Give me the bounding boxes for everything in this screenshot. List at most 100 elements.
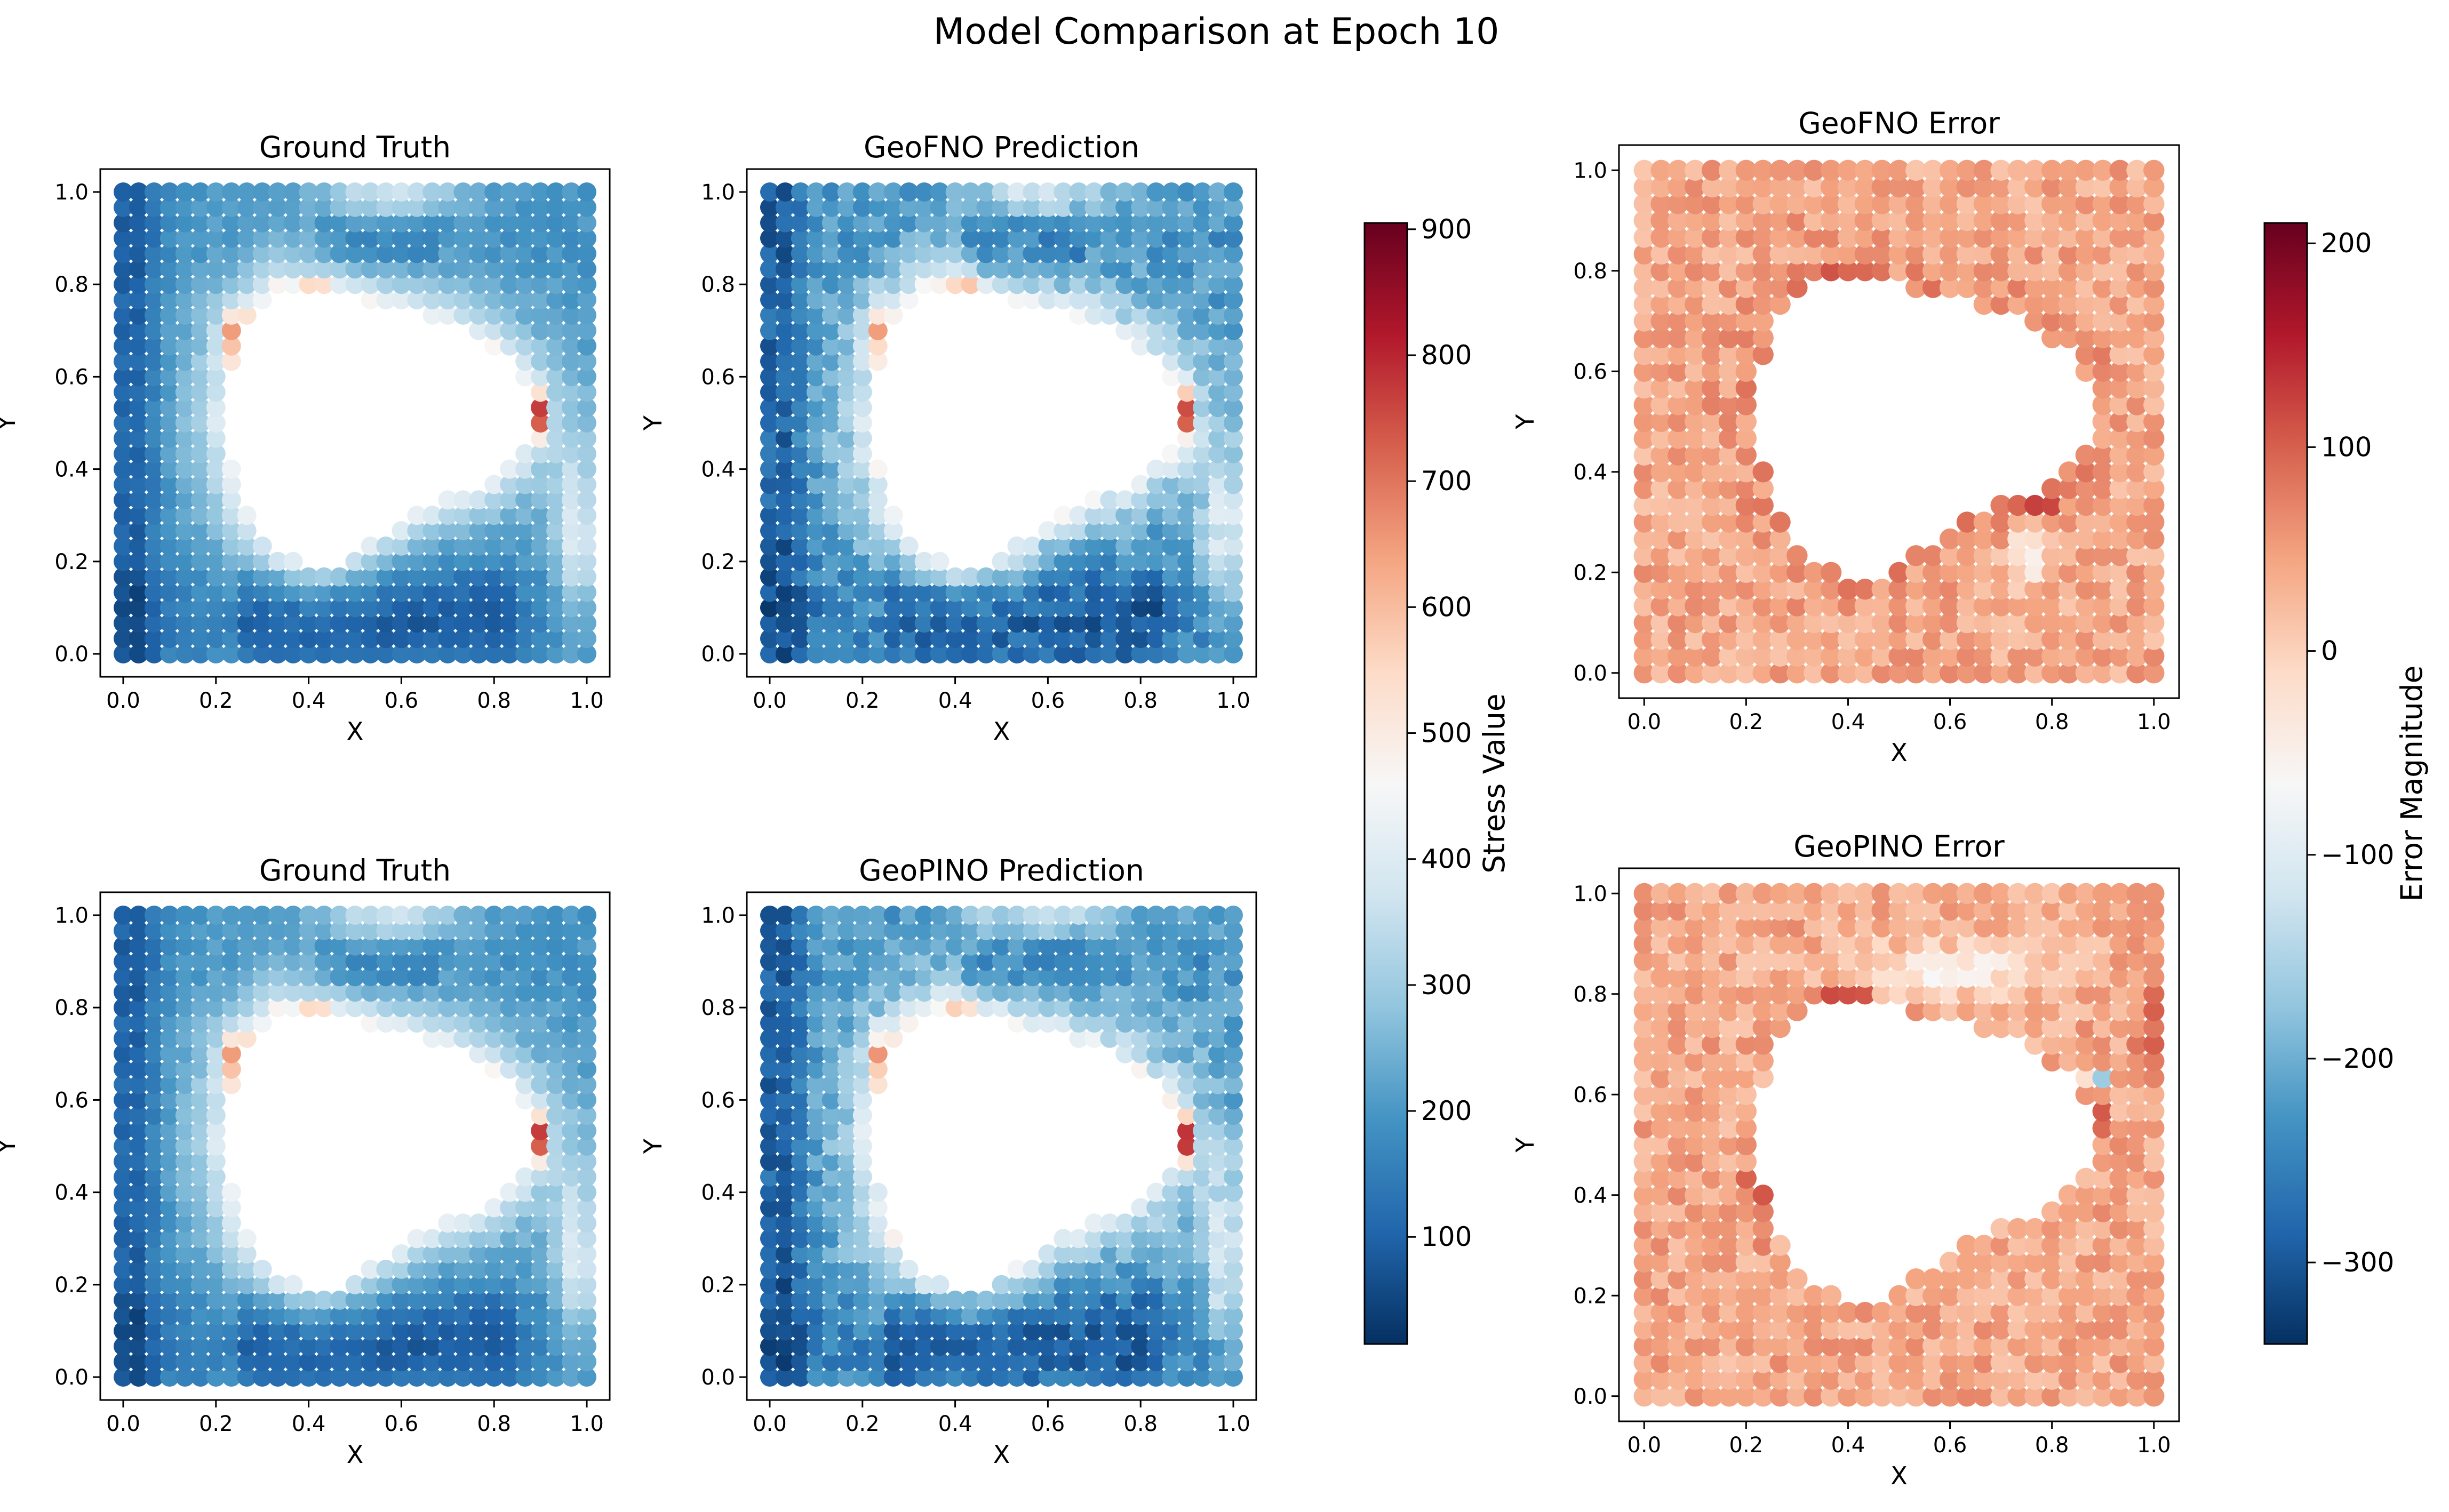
- scatter-point: [190, 998, 210, 1018]
- scatter-point: [1084, 305, 1104, 325]
- scatter-point: [852, 1352, 872, 1372]
- scatter-point: [515, 998, 535, 1018]
- scatter-point: [837, 951, 857, 971]
- scatter-point: [2143, 1101, 2165, 1122]
- scatter-point: [806, 567, 826, 587]
- scatter-point: [1668, 1000, 1689, 1021]
- scatter-point: [1702, 612, 1723, 634]
- scatter-point: [1769, 277, 1791, 298]
- scatter-point: [345, 998, 365, 1018]
- scatter-point: [1650, 1335, 1672, 1357]
- scatter-point: [1100, 1321, 1120, 1341]
- scatter-point: [1973, 1285, 1995, 1306]
- scatter-point: [1905, 562, 1927, 583]
- scatter-point: [2007, 1000, 2029, 1021]
- scatter-point: [159, 551, 179, 571]
- scatter-point: [2024, 545, 2046, 566]
- scatter-point: [930, 598, 950, 618]
- scatter-point: [1177, 197, 1197, 217]
- scatter-point: [1131, 1352, 1151, 1372]
- scatter-point: [1633, 260, 1655, 282]
- scatter-point: [2058, 1352, 2080, 1373]
- scatter-point: [190, 428, 210, 448]
- scatter-point: [546, 951, 566, 971]
- scatter-point: [1115, 1028, 1135, 1048]
- scatter-point: [531, 921, 551, 940]
- scatter-point: [2126, 378, 2148, 399]
- scatter-point: [2143, 1386, 2165, 1407]
- scatter-point: [775, 906, 795, 925]
- axes-frame: [746, 891, 1257, 1401]
- scatter-point: [837, 1337, 857, 1356]
- scatter-point: [2109, 966, 2131, 988]
- scatter-point: [1888, 1352, 1910, 1373]
- scatter-point: [376, 1306, 396, 1325]
- scatter-point: [314, 598, 334, 618]
- scatter-point: [531, 536, 551, 556]
- scatter-point: [1973, 629, 1995, 650]
- scatter-point: [221, 1290, 241, 1310]
- colorbar-gradient: [2264, 223, 2307, 1344]
- scatter-point: [531, 1259, 551, 1279]
- scatter-point: [221, 644, 241, 663]
- scatter-point: [500, 521, 520, 541]
- scatter-point: [500, 1213, 520, 1233]
- scatter-point: [1177, 428, 1197, 448]
- panel-geofno-prediction: 0.00.00.20.20.40.40.60.60.80.81.01.0GeoF…: [639, 130, 1257, 746]
- scatter-point: [1718, 1017, 1740, 1038]
- scatter-point: [577, 982, 596, 1002]
- scatter-point: [1668, 227, 1689, 248]
- scatter-point: [1702, 579, 1723, 600]
- scatter-point: [791, 1213, 810, 1233]
- scatter-point: [883, 1367, 903, 1387]
- scatter-point: [299, 998, 318, 1018]
- scatter-point: [422, 305, 442, 325]
- scatter-point: [1146, 490, 1166, 510]
- scatter-point: [1100, 951, 1120, 971]
- scatter-point: [2041, 966, 2063, 988]
- scatter-point: [1208, 582, 1228, 602]
- scatter-point: [852, 1321, 872, 1341]
- scatter-point: [1177, 521, 1197, 541]
- scatter-point: [1131, 1244, 1151, 1264]
- scatter-point: [299, 1306, 318, 1325]
- scatter-point: [1973, 545, 1995, 566]
- scatter-point: [1990, 528, 2012, 550]
- scatter-point: [159, 336, 179, 356]
- scatter-point: [190, 1306, 210, 1325]
- scatter-point: [1939, 629, 1961, 650]
- scatter-point: [469, 1028, 489, 1048]
- scatter-point: [1208, 1290, 1228, 1310]
- scatter-point: [1038, 613, 1058, 633]
- scatter-point: [2092, 1251, 2113, 1273]
- scatter-point: [2092, 916, 2113, 938]
- scatter-point: [868, 1259, 888, 1279]
- scatter-point: [237, 290, 257, 310]
- scatter-point: [775, 290, 795, 310]
- scatter-point: [314, 259, 334, 279]
- scatter-point: [976, 582, 996, 602]
- scatter-point: [299, 906, 318, 925]
- scatter-point: [500, 1321, 520, 1341]
- scatter-point: [1718, 545, 1740, 566]
- scatter-point: [299, 598, 318, 618]
- scatter-point: [1224, 490, 1243, 510]
- scatter-point: [1804, 243, 1825, 265]
- scatter-point: [1177, 228, 1197, 248]
- scatter-point: [1820, 983, 1842, 1005]
- scatter-point: [1956, 1268, 1978, 1290]
- scatter-point: [2058, 1302, 2080, 1323]
- scatter-point: [2109, 1101, 2131, 1122]
- scatter-point: [914, 921, 934, 940]
- scatter-point: [515, 982, 535, 1002]
- scatter-point: [1718, 1067, 1740, 1089]
- scatter-point: [1193, 490, 1212, 510]
- scatter-point: [1177, 1151, 1197, 1171]
- scatter-point: [114, 521, 133, 541]
- scatter-point: [1633, 394, 1655, 415]
- scatter-point: [2126, 394, 2148, 415]
- scatter-point: [407, 1229, 427, 1249]
- scatter-point: [1054, 290, 1073, 310]
- scatter-point: [2058, 933, 2080, 955]
- scatter-point: [252, 906, 272, 925]
